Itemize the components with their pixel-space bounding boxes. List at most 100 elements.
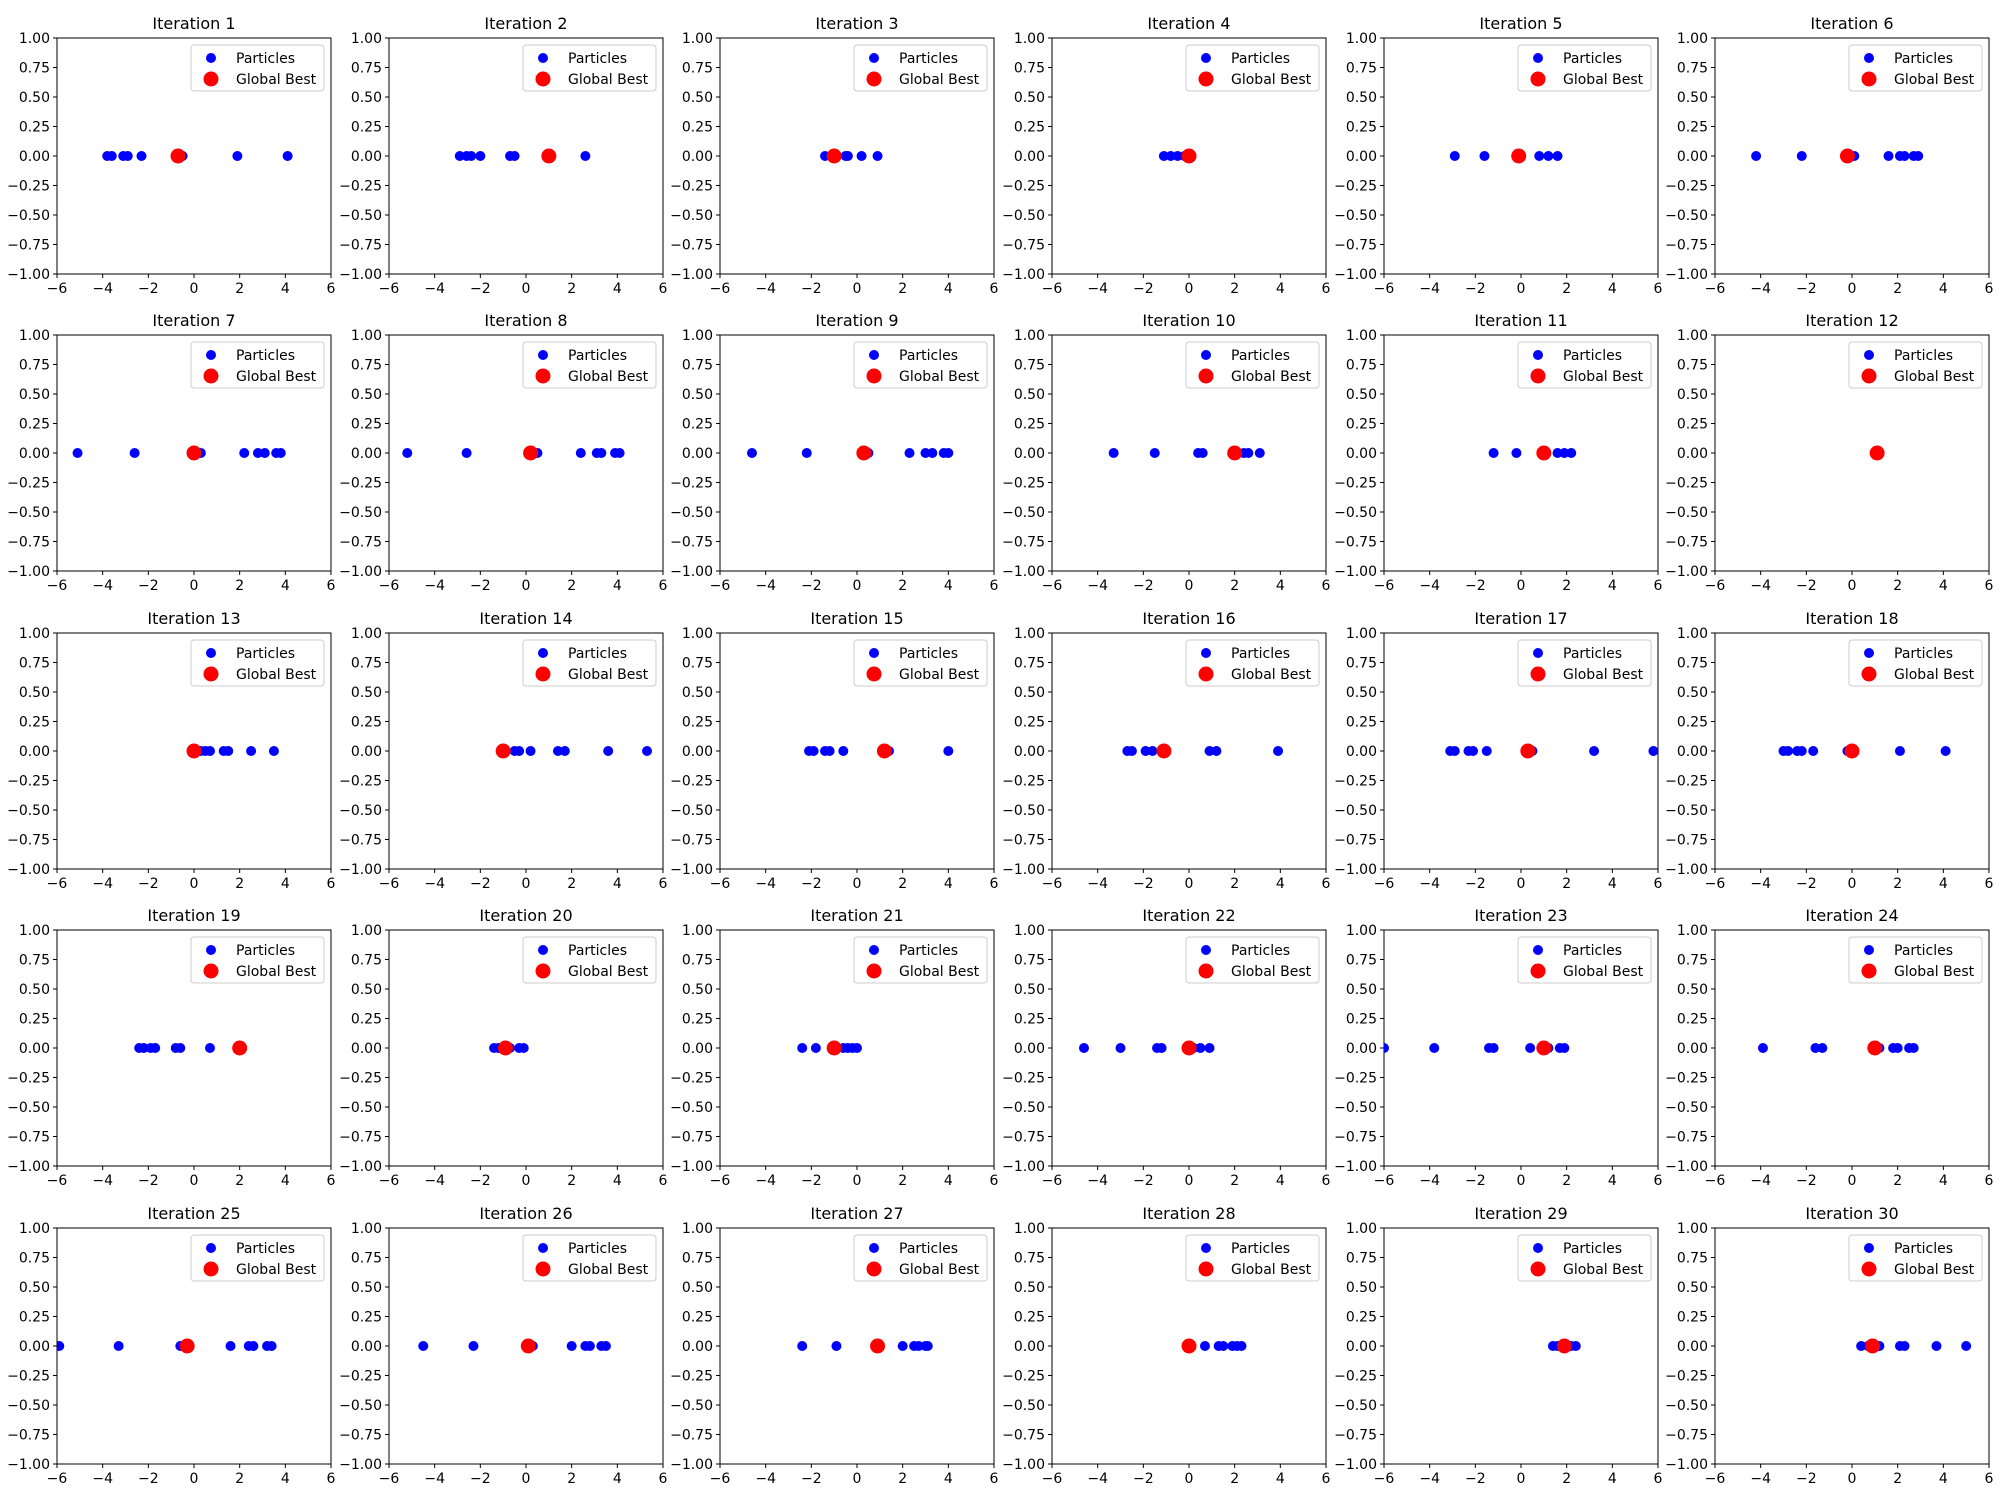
legend: Particles Global Best <box>1517 44 1652 92</box>
y-tick-label: 1.00 <box>1677 31 1708 47</box>
legend-global-best-label: Global Best <box>236 667 317 683</box>
y-tick-label: −1.00 <box>1002 862 1045 878</box>
y-tick-label: −0.50 <box>1334 505 1377 521</box>
y-tick-label: −0.75 <box>670 833 713 849</box>
particle-point <box>468 1341 479 1351</box>
y-tick-label: 1.00 <box>1346 31 1377 47</box>
legend: Particles Global Best <box>1185 1234 1320 1282</box>
legend-particles-marker <box>1864 1243 1874 1253</box>
y-tick-label: −1.00 <box>1334 862 1377 878</box>
y-tick-label: 0.00 <box>1677 1339 1708 1355</box>
x-tick-label: −6 <box>47 1471 68 1487</box>
legend: Particles Global Best <box>1185 341 1320 389</box>
legend-particles-marker <box>538 945 548 955</box>
global-best-point <box>1867 1040 1883 1056</box>
x-tick-label: 4 <box>613 876 622 892</box>
legend-global-best-marker <box>866 368 882 384</box>
x-tick-label: −4 <box>1750 281 1771 297</box>
subplot-title: Iteration 29 <box>1474 1204 1567 1223</box>
y-tick-label: −0.50 <box>1334 208 1377 224</box>
legend-box <box>853 341 988 389</box>
particle-point <box>1147 746 1158 756</box>
legend-particles-marker <box>1864 945 1874 955</box>
data-layer <box>820 148 883 164</box>
x-tick-label: −2 <box>801 1471 822 1487</box>
particle-point <box>1273 746 1284 756</box>
legend: Particles Global Best <box>1517 1234 1652 1282</box>
particle-point <box>1648 746 1658 756</box>
particle-point <box>1429 1043 1440 1053</box>
subplot-iteration-3: Iteration 3 −6 −4 −2 0 2 4 6 1.00 0.75 0.50 0.25 0.0… <box>670 14 998 297</box>
x-tick-label: 0 <box>1185 1471 1194 1487</box>
subplot-iteration-11: Iteration 11 −6 −4 −2 0 2 4 6 1.00 0.75 0.50 0.25 0.… <box>1334 311 1662 594</box>
y-tick-label: −1.00 <box>1002 564 1045 580</box>
x-tick-label: 2 <box>1893 1173 1902 1189</box>
y-tick-label: 1.00 <box>19 626 50 642</box>
particle-point <box>475 151 486 161</box>
legend-particles-label: Particles <box>899 646 958 662</box>
data-layer <box>1445 743 1658 759</box>
y-tick-label: 0.50 <box>19 685 50 701</box>
global-best-point <box>1181 1338 1197 1354</box>
x-tick-label: 2 <box>1562 876 1571 892</box>
particle-point <box>1757 1043 1768 1053</box>
particle-point <box>1883 151 1894 161</box>
legend-global-best-marker <box>1530 368 1546 384</box>
x-tick-label: 0 <box>853 578 862 594</box>
legend-global-best-marker <box>1530 71 1546 87</box>
particle-point <box>1808 746 1819 756</box>
legend-global-best-marker <box>535 71 551 87</box>
y-tick-label: 0.50 <box>351 387 382 403</box>
legend: Particles Global Best <box>853 639 988 687</box>
subplot-iteration-24: Iteration 24 −6 −4 −2 0 2 4 6 1.00 0.75 0.50 0.25 0.… <box>1665 906 1993 1189</box>
legend-global-best-marker <box>1198 963 1214 979</box>
subplot-iteration-4: Iteration 4 −6 −4 −2 0 2 4 6 1.00 0.75 0.50 0.25 0.0… <box>1002 14 1330 297</box>
legend-particles-marker <box>869 350 879 360</box>
y-tick-label: 1.00 <box>1014 923 1045 939</box>
legend-particles-label: Particles <box>236 646 295 662</box>
y-tick-label: 0.75 <box>1346 953 1377 969</box>
y-tick-label: −0.50 <box>670 803 713 819</box>
legend-particles-marker <box>1533 945 1543 955</box>
subplot-iteration-22: Iteration 22 −6 −4 −2 0 2 4 6 1.00 0.75 0.50 0.25 0.… <box>1002 906 1330 1189</box>
x-tick-label: −2 <box>1796 578 1817 594</box>
x-tick-label: 2 <box>567 1471 576 1487</box>
x-tick-label: 2 <box>1893 1471 1902 1487</box>
y-tick-label: −1.00 <box>670 862 713 878</box>
particle-point <box>1796 746 1807 756</box>
legend-particles-label: Particles <box>568 1241 627 1257</box>
x-tick-label: −6 <box>47 578 68 594</box>
y-tick-label: 0.75 <box>19 1251 50 1267</box>
particle-point <box>1856 1341 1867 1351</box>
subplot-iteration-1: Iteration 1 −6 −4 −2 0 2 4 6 1.00 0.75 0.50 0.25 0.0… <box>7 14 335 297</box>
particle-point <box>259 448 270 458</box>
x-tick-label: −4 <box>1087 876 1108 892</box>
legend-global-best-marker <box>1861 963 1877 979</box>
x-tick-label: −6 <box>47 1173 68 1189</box>
subplot-title: Iteration 1 <box>152 14 235 33</box>
x-tick-label: 4 <box>1276 281 1285 297</box>
x-tick-label: 6 <box>659 578 668 594</box>
x-tick-label: −4 <box>424 1173 445 1189</box>
particle-point <box>1559 448 1570 458</box>
subplot-iteration-29: Iteration 29 −6 −4 −2 0 2 4 6 1.00 0.75 0.50 0.25 0.… <box>1334 1204 1662 1487</box>
particle-point <box>1899 1341 1910 1351</box>
particle-point <box>1218 1341 1229 1351</box>
legend-box <box>190 1234 325 1282</box>
x-tick-label: 0 <box>190 578 199 594</box>
x-tick-label: 0 <box>1517 281 1526 297</box>
subplot-title: Iteration 27 <box>810 1204 903 1223</box>
x-tick-label: −6 <box>379 281 400 297</box>
x-tick-label: 4 <box>1939 1173 1948 1189</box>
legend-particles-label: Particles <box>1231 1241 1290 1257</box>
y-tick-label: −0.75 <box>1002 535 1045 551</box>
y-tick-label: −0.75 <box>1665 1428 1708 1444</box>
legend: Particles Global Best <box>1185 639 1320 687</box>
y-tick-label: 1.00 <box>1677 1221 1708 1237</box>
global-best-point <box>1844 743 1860 759</box>
global-best-point <box>870 1338 886 1354</box>
y-tick-label: 0.00 <box>19 744 50 760</box>
particle-point <box>246 746 257 756</box>
y-tick-label: −0.50 <box>1665 208 1708 224</box>
x-tick-label: 4 <box>281 281 290 297</box>
